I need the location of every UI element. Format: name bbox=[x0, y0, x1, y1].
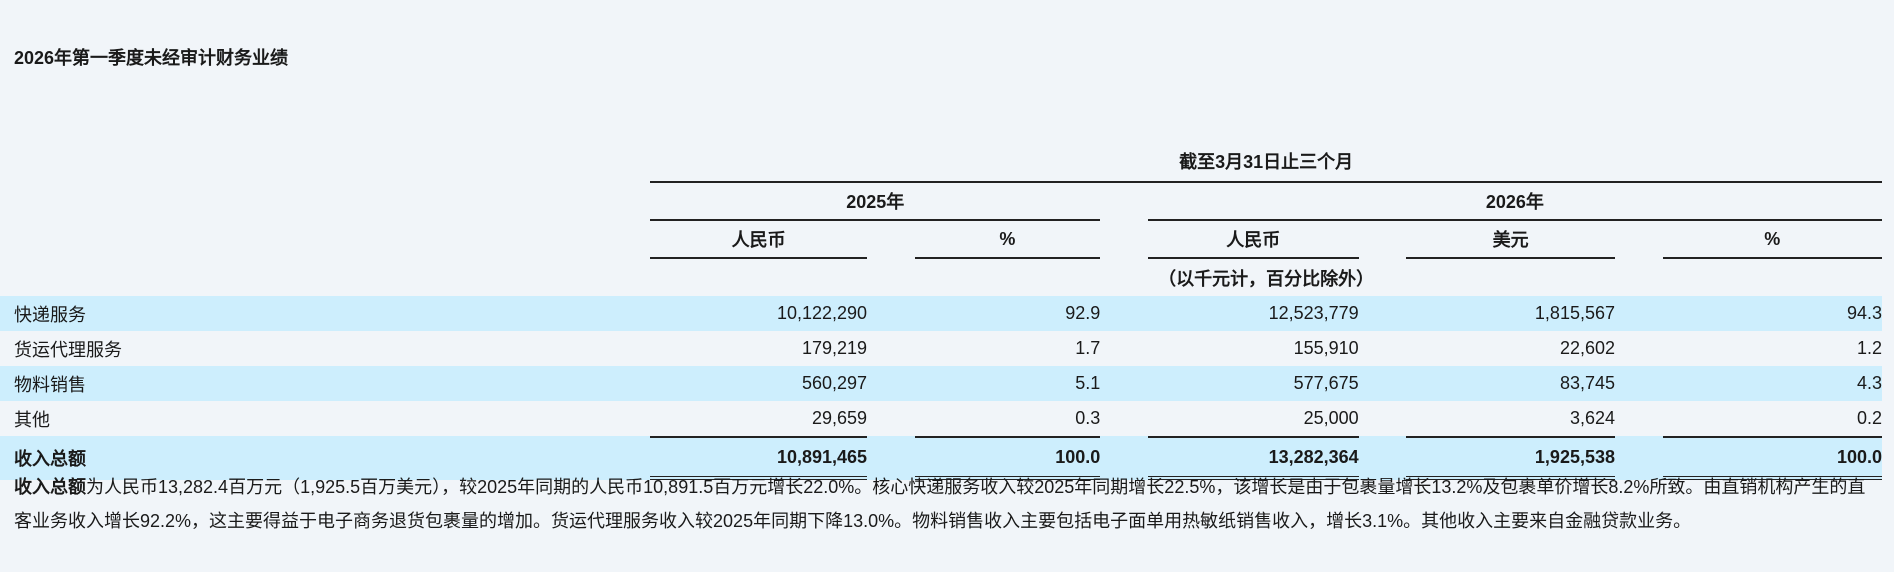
cell-pct-2026: 100.0 bbox=[1662, 436, 1882, 480]
usd-2026-header: 美元 bbox=[1406, 221, 1615, 259]
row-label: 快递服务 bbox=[0, 296, 651, 331]
year-2025-header: 2025年 bbox=[650, 183, 1101, 221]
cell-rmb-2025: 179,219 bbox=[801, 338, 868, 358]
cell-pct-2025: 1.7 bbox=[1075, 338, 1101, 358]
cell-pct-2025: 5.1 bbox=[914, 366, 1101, 401]
cell-pct-2026: 1.2 bbox=[1856, 338, 1882, 358]
cell-rmb-2025: 29,659 bbox=[811, 408, 868, 428]
cell-pct-2025: 0.3 bbox=[1075, 408, 1101, 428]
rmb-2025-header: 人民币 bbox=[650, 221, 868, 259]
cell-usd-2026: 83,745 bbox=[1406, 366, 1615, 401]
revenue-commentary: 收入总额为人民币13,282.4百万元（1,925.5百万美元），较2025年同… bbox=[14, 470, 1880, 538]
cell-pct-2025: 92.9 bbox=[914, 296, 1101, 331]
financial-results-table: 截至3月31日止三个月 2025年 2026年 人民币 % 人民币 美元 % （… bbox=[0, 140, 1882, 480]
cell-pct-2026: 94.3 bbox=[1662, 296, 1882, 331]
unit-note: （以千元计，百分比除外） bbox=[1158, 268, 1375, 289]
table-row: 物料销售 560,297 5.1 577,675 83,745 4.3 bbox=[0, 366, 1882, 401]
table-row: 其他 29,659 0.3 25,000 3,624 0.2 bbox=[0, 401, 1882, 436]
cell-usd-2026: 22,602 bbox=[1559, 338, 1615, 358]
table-row: 货运代理服务 179,219 1.7 155,910 22,602 1.2 bbox=[0, 331, 1882, 366]
cell-pct-2026: 0.2 bbox=[1856, 408, 1882, 428]
cell-rmb-2025: 10,891,465 bbox=[650, 436, 868, 480]
row-label: 其他 bbox=[14, 409, 50, 430]
cell-rmb-2026: 577,675 bbox=[1147, 366, 1359, 401]
page-title: 2026年第一季度未经审计财务业绩 bbox=[14, 48, 289, 68]
pct-2026-header: % bbox=[1662, 221, 1882, 259]
rmb-2026-header: 人民币 bbox=[1147, 221, 1359, 259]
total-row: 收入总额 10,891,465 100.0 13,282,364 1,925,5… bbox=[0, 436, 1882, 480]
period-header: 截至3月31日止三个月 bbox=[650, 140, 1882, 183]
cell-rmb-2026: 13,282,364 bbox=[1147, 436, 1359, 480]
cell-rmb-2026: 155,910 bbox=[1293, 338, 1359, 358]
cell-usd-2026: 1,925,538 bbox=[1406, 436, 1615, 480]
cell-rmb-2026: 12,523,779 bbox=[1147, 296, 1359, 331]
cell-usd-2026: 1,815,567 bbox=[1406, 296, 1615, 331]
cell-rmb-2026: 25,000 bbox=[1303, 408, 1359, 428]
year-2026-header: 2026年 bbox=[1147, 183, 1882, 221]
commentary-text: 为人民币13,282.4百万元（1,925.5百万美元），较2025年同期的人民… bbox=[14, 477, 1866, 531]
row-label: 货运代理服务 bbox=[14, 339, 122, 360]
cell-rmb-2025: 560,297 bbox=[650, 366, 868, 401]
cell-pct-2025: 100.0 bbox=[914, 436, 1101, 480]
table-row: 快递服务 10,122,290 92.9 12,523,779 1,815,56… bbox=[0, 296, 1882, 331]
cell-rmb-2025: 10,122,290 bbox=[650, 296, 868, 331]
pct-2025-header: % bbox=[914, 221, 1101, 259]
cell-pct-2026: 4.3 bbox=[1662, 366, 1882, 401]
row-label: 物料销售 bbox=[0, 366, 651, 401]
cell-usd-2026: 3,624 bbox=[1569, 408, 1615, 428]
row-label: 收入总额 bbox=[0, 436, 651, 480]
commentary-lead: 收入总额 bbox=[14, 477, 86, 497]
